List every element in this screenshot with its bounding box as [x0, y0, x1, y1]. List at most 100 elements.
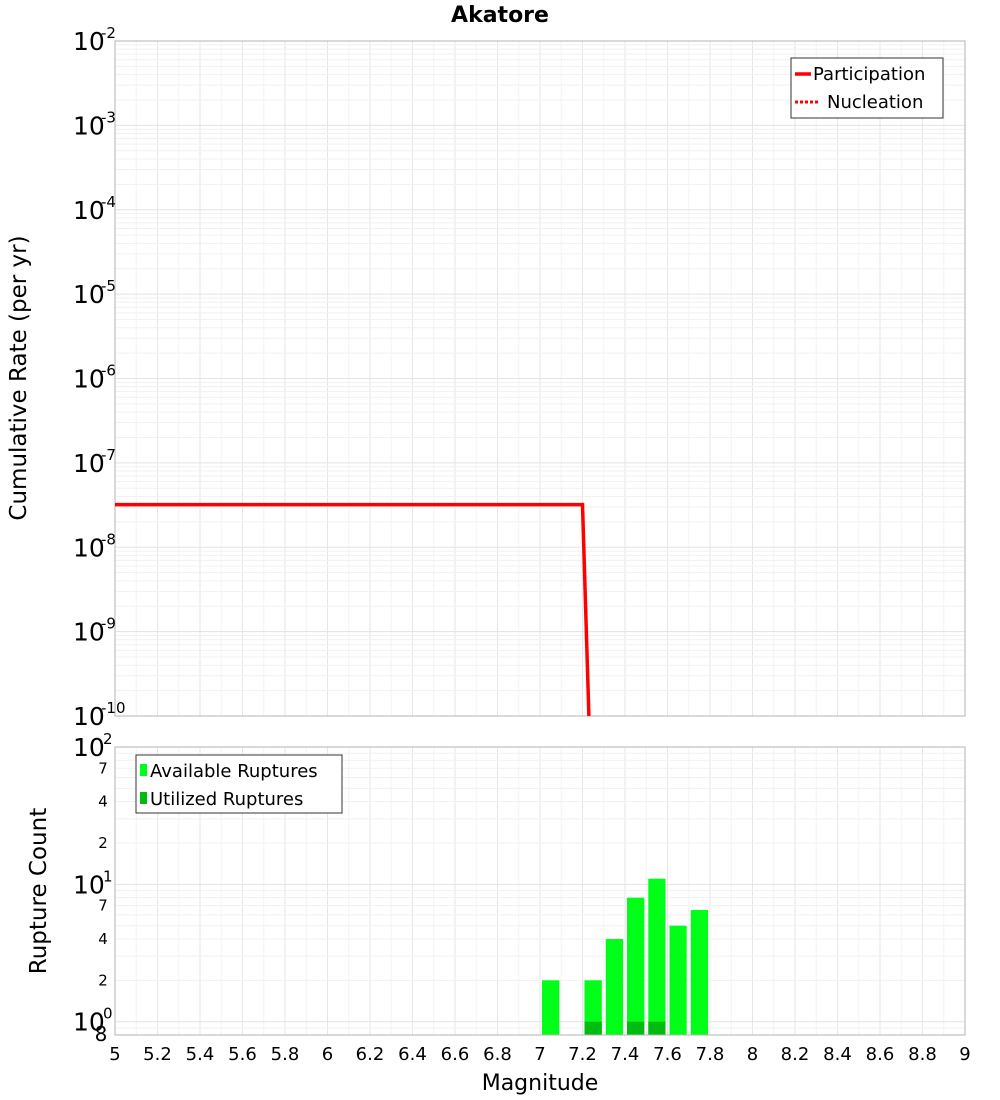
y-tick-exponent: -5: [101, 277, 116, 295]
x-tick-label: 6: [322, 1044, 333, 1065]
utilized-ruptures-bar: [648, 1021, 666, 1035]
y-tick-base: 10: [73, 27, 105, 56]
available-legend-label: Available Ruptures: [150, 761, 318, 782]
x-tick-label: 7.4: [611, 1044, 640, 1065]
y-tick-exponent: 2: [103, 730, 113, 748]
rate-plot-frame: [114, 40, 966, 717]
available-ruptures-bar: [542, 980, 560, 1035]
y-tick-label: 10-7: [73, 446, 116, 478]
count-plot-legend: Available Ruptures Utilized Ruptures: [135, 754, 343, 814]
y-minor-tick-label: 2: [98, 971, 108, 989]
y-tick-exponent: -9: [101, 615, 116, 633]
y-tick-exponent: -8: [101, 530, 116, 548]
y-tick-label: 10-6: [73, 362, 116, 394]
y-tick-exponent: 0: [103, 1005, 113, 1023]
available-legend-swatch: [140, 764, 147, 776]
available-ruptures-bar: [669, 925, 687, 1035]
y-tick-base: 10: [73, 449, 105, 478]
y-minor-tick-label: 2: [98, 834, 108, 852]
y-tick-base: 10: [73, 618, 105, 647]
participation-line: [115, 502, 591, 717]
x-tick-label: 8.6: [866, 1044, 895, 1065]
y-tick-base: 10: [73, 702, 105, 731]
rate-plot-legend: Participation Nucleation: [790, 57, 944, 119]
y-tick-base: 10: [73, 870, 105, 899]
utilized-ruptures-bar: [584, 1021, 602, 1035]
x-tick-label: 7.6: [653, 1044, 682, 1065]
utilized-legend-label: Utilized Ruptures: [150, 789, 303, 810]
y-tick-base: 10: [73, 111, 105, 140]
nucleation-line: [115, 503, 590, 717]
y-tick-label: 101: [73, 867, 113, 899]
available-ruptures-bar: [690, 910, 709, 1035]
y-tick-label: 100: [73, 1005, 113, 1037]
available-ruptures-bar: [648, 878, 666, 1035]
y-minor-tick-label: 7: [98, 897, 108, 915]
y-minor-tick-label: 8: [95, 1022, 108, 1046]
x-tick-label: 8.4: [823, 1044, 852, 1065]
y-tick-base: 10: [73, 280, 105, 309]
x-tick-label: 5.2: [143, 1044, 172, 1065]
y-tick-base: 10: [73, 533, 105, 562]
y-minor-tick-label: 7: [98, 759, 108, 777]
participation-legend-label: Participation: [813, 64, 925, 85]
rate-plot: 10-210-310-410-510-610-710-810-910-10 Cu…: [6, 24, 966, 731]
count-plot-frame: [114, 746, 966, 1036]
y-tick-exponent: -10: [101, 699, 126, 717]
y-tick-label: 10-8: [73, 530, 116, 562]
y-tick-base: 10: [73, 196, 105, 225]
y-tick-exponent: 1: [103, 867, 113, 885]
x-tick-label: 9: [959, 1044, 970, 1065]
y-minor-tick-label: 4: [98, 793, 108, 811]
x-tick-label: 6.6: [441, 1044, 470, 1065]
y-tick-label: 102: [73, 730, 113, 762]
count-legend-box: [135, 754, 343, 814]
y-tick-label: 10-3: [73, 108, 116, 140]
utilized-legend-swatch: [140, 792, 147, 804]
nucleation-legend-label: Nucleation: [827, 92, 923, 113]
rate-plot-y-ticks: 10-210-310-410-510-610-710-810-910-10: [73, 24, 126, 731]
rate-plot-grid: [114, 41, 966, 717]
y-tick-label: 10-5: [73, 277, 116, 309]
utilized-ruptures-bar: [627, 1021, 645, 1035]
y-tick-exponent: -2: [101, 24, 116, 42]
y-tick-exponent: -4: [101, 193, 116, 211]
y-tick-label: 10-4: [73, 193, 116, 225]
available-ruptures-bar: [605, 939, 623, 1035]
x-tick-label: 7.2: [568, 1044, 597, 1065]
y-tick-exponent: -7: [101, 446, 116, 464]
x-tick-label: 8.2: [781, 1044, 810, 1065]
available-ruptures-bar: [584, 980, 602, 1035]
x-tick-label: 8.8: [908, 1044, 937, 1065]
y-tick-base: 10: [73, 365, 105, 394]
y-tick-exponent: -3: [101, 108, 116, 126]
x-tick-label: 8: [747, 1044, 758, 1065]
x-tick-label: 5.6: [228, 1044, 257, 1065]
x-tick-label: 5.8: [271, 1044, 300, 1065]
x-axis-label: Magnitude: [482, 1071, 599, 1096]
x-tick-label: 7.8: [696, 1044, 725, 1065]
y-tick-exponent: -6: [101, 362, 116, 380]
x-tick-label: 6.8: [483, 1044, 512, 1065]
x-tick-label: 5: [109, 1044, 120, 1065]
y-tick-base: 10: [73, 1008, 105, 1037]
rate-plot-series: [115, 502, 591, 717]
x-tick-label: 5.4: [186, 1044, 215, 1065]
available-ruptures-bar: [627, 897, 645, 1035]
y-tick-label: 10-10: [73, 699, 126, 731]
x-tick-label: 6.4: [398, 1044, 427, 1065]
y-tick-label: 10-9: [73, 615, 116, 647]
count-plot-bars: [542, 878, 709, 1035]
y-tick-base: 10: [73, 733, 105, 762]
y-tick-label: 10-2: [73, 24, 116, 56]
count-plot-x-ticks: 5 5.2 5.4 5.6 5.8 6 6.2 6.4 6.6 6.8 7 7.2 7.4 7.6 7.8 8…: [109, 1044, 970, 1065]
rate-legend-box: [790, 57, 944, 119]
y-minor-tick-label: 4: [98, 930, 108, 948]
x-tick-label: 6.2: [356, 1044, 385, 1065]
rate-plot-y-label: Cumulative Rate (per yr): [6, 235, 32, 520]
chart-title: Akatore: [451, 3, 549, 28]
count-plot-y-label: Rupture Count: [26, 808, 52, 974]
